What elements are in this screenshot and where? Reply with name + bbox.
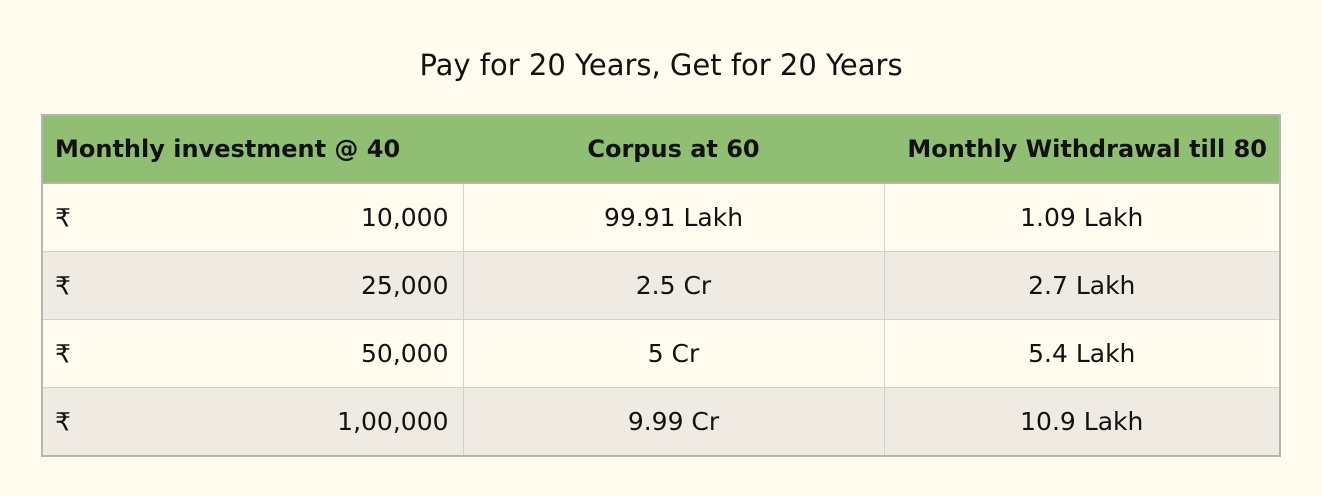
withdrawal-cell: 1.09 Lakh <box>883 182 1281 252</box>
withdrawal-cell: 5.4 Lakh <box>883 319 1281 388</box>
investment-value: 25,000 <box>361 271 449 300</box>
rupee-symbol: ₹ <box>55 407 71 436</box>
corpus-cell: 5 Cr <box>462 319 885 388</box>
corpus-cell: 9.99 Cr <box>462 387 885 457</box>
table-row: ₹50,000 5 Cr 5.4 Lakh <box>41 319 1281 388</box>
rupee-symbol: ₹ <box>55 339 71 368</box>
investment-table: Monthly investment @ 40 Corpus at 60 Mon… <box>41 114 1281 457</box>
corpus-cell: 99.91 Lakh <box>462 182 885 252</box>
table-title: Pay for 20 Years, Get for 20 Years <box>419 48 903 82</box>
investment-value: 10,000 <box>361 203 449 232</box>
rupee-symbol: ₹ <box>55 271 71 300</box>
investment-cell: ₹1,00,000 <box>41 387 464 457</box>
corpus-cell: 2.5 Cr <box>462 251 885 320</box>
header-row: Monthly investment @ 40 Corpus at 60 Mon… <box>42 115 1280 184</box>
withdrawal-cell: 10.9 Lakh <box>883 387 1281 457</box>
rupee-symbol: ₹ <box>55 203 71 232</box>
table-row: ₹10,000 99.91 Lakh 1.09 Lakh <box>41 182 1281 252</box>
header-withdrawal: Monthly Withdrawal till 80 <box>884 115 1280 184</box>
header-monthly-investment: Monthly investment @ 40 <box>42 115 463 184</box>
investment-value: 1,00,000 <box>337 407 449 436</box>
withdrawal-cell: 2.7 Lakh <box>883 251 1281 320</box>
investment-cell: ₹10,000 <box>41 182 464 252</box>
table-row: ₹1,00,000 9.99 Cr 10.9 Lakh <box>41 387 1281 457</box>
investment-value: 50,000 <box>361 339 449 368</box>
table-row: ₹25,000 2.5 Cr 2.7 Lakh <box>41 251 1281 320</box>
investment-cell: ₹25,000 <box>41 251 464 320</box>
investment-cell: ₹50,000 <box>41 319 464 388</box>
header-corpus: Corpus at 60 <box>463 115 884 184</box>
